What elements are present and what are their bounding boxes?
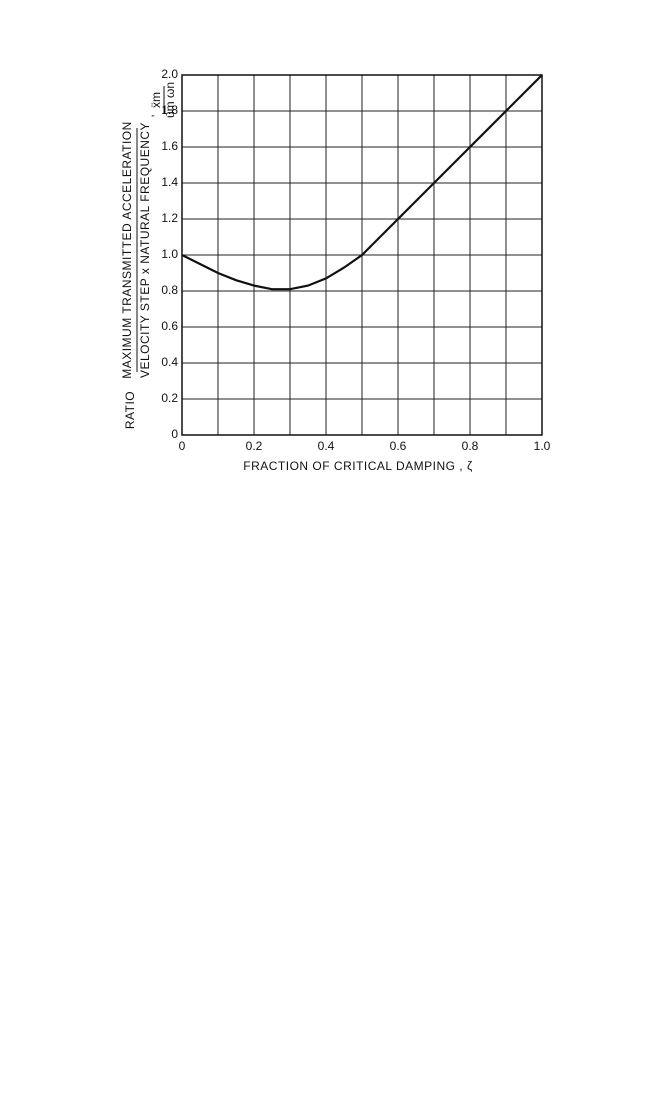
y-tick-label: 0.4 (161, 355, 178, 369)
y-tick-label: 1.8 (161, 103, 178, 117)
comma: , (142, 114, 156, 117)
x-axis-label: FRACTION OF CRITICAL DAMPING , ζ (243, 459, 473, 473)
y-label-prefix: RATIO (123, 391, 137, 429)
y-tick-label: 1.2 (161, 211, 178, 225)
y-tick-label: 2.0 (161, 67, 178, 81)
y-label-denominator: VELOCITY STEP x NATURAL FREQUENCY (138, 122, 152, 378)
y-tick-label: 0.2 (161, 391, 178, 405)
y-tick-label: 0.8 (161, 283, 178, 297)
y-symbol-denominator: u̇m ωn (163, 82, 177, 118)
x-tick-label: 1.0 (534, 439, 551, 453)
y-tick-label: 0.6 (161, 319, 178, 333)
y-axis-label: RATIO MAXIMUM TRANSMITTED ACCELERATION V… (120, 82, 177, 429)
x-tick-label: 0.6 (390, 439, 407, 453)
y-label-numerator: MAXIMUM TRANSMITTED ACCELERATION (120, 121, 134, 379)
y-tick-label: 1.6 (161, 139, 178, 153)
x-tick-label: 0.4 (318, 439, 335, 453)
data-line (181, 74, 543, 291)
y-tick-label: 1.4 (161, 175, 178, 189)
y-tick-label: 1.0 (161, 247, 178, 261)
x-tick-label: 0 (179, 439, 186, 453)
y-tick-label: 0 (171, 427, 178, 441)
y-symbol-numerator: ẍm (149, 92, 163, 108)
x-tick-label: 0.2 (246, 439, 263, 453)
x-tick-label: 0.8 (462, 439, 479, 453)
